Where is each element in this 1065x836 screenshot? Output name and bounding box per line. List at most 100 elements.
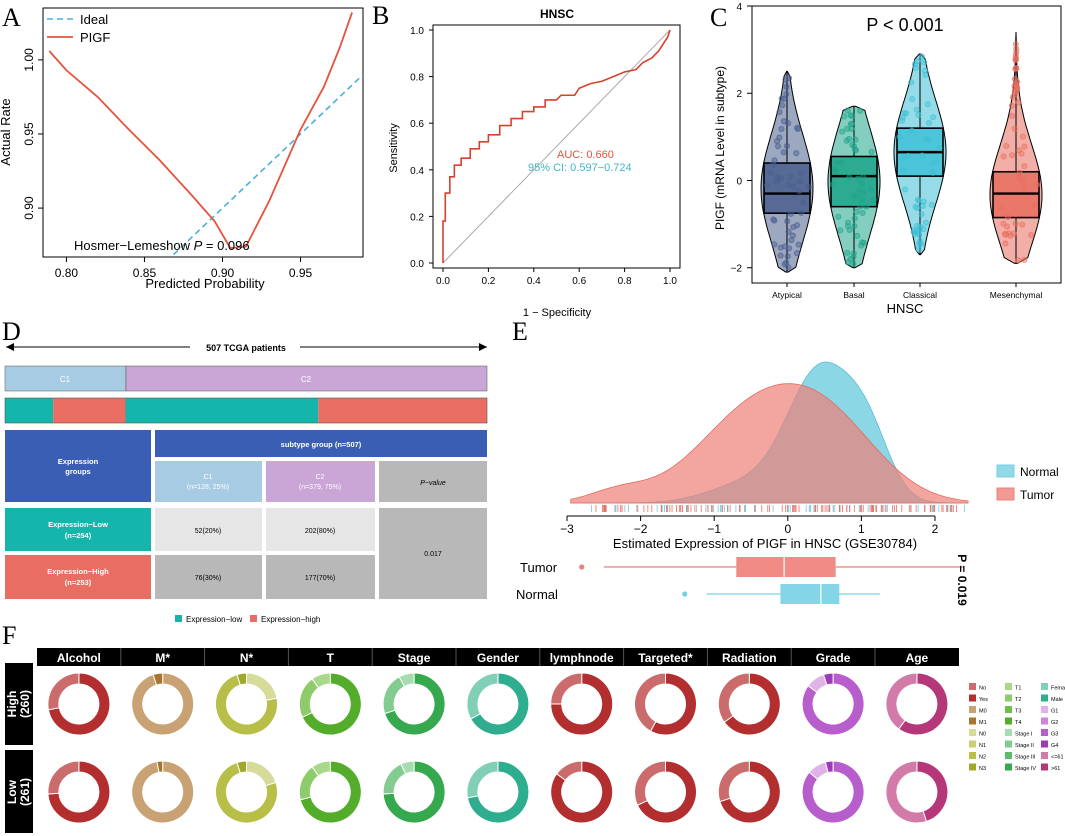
pvalue-e: P = 0.019 [955, 554, 969, 606]
donut-slice [383, 672, 446, 736]
banner-label: 507 TCGA patients [206, 343, 286, 353]
hosmer-p: P [194, 238, 203, 253]
donut-slice [47, 760, 80, 795]
donut-slice [215, 673, 278, 736]
expression-segment [318, 398, 487, 423]
header-strip [37, 648, 959, 666]
data-point [899, 155, 906, 162]
panel-label-d: D [2, 317, 21, 346]
plot-frame-c [751, 5, 1062, 284]
data-point [851, 222, 858, 230]
box-tumor [736, 557, 836, 577]
donut-slice [634, 672, 666, 732]
low-row-head [5, 508, 151, 551]
data-point [1031, 201, 1038, 209]
y-tick-label-a: 0.95 [22, 122, 36, 146]
column-header: lymphnode [550, 651, 614, 665]
y-tick-label-b: 0.2 [410, 212, 424, 223]
x-tick-label-e: −2 [634, 522, 648, 536]
data-point [834, 159, 841, 166]
data-point [919, 152, 926, 159]
donut-legend: No Yes M0 M1 N0 N1 N2 N3 T1 T2 T3 T4 Stage I Stage II… [969, 683, 1065, 772]
donut-slice [246, 760, 277, 787]
high-c2: 177(70%) [305, 575, 335, 582]
legend-label: T3 [1015, 709, 1021, 715]
x-tick-label-b: 0.0 [436, 276, 450, 287]
donut-slice [550, 760, 614, 824]
column-header: Stage [398, 651, 431, 665]
panel-label-c: C [710, 3, 727, 32]
c2-head-cell [266, 461, 375, 502]
low-c2: 202(80%) [305, 528, 335, 535]
data-point [777, 252, 784, 259]
expr-groups-cell [5, 430, 151, 502]
data-point [1005, 230, 1012, 237]
data-point [851, 146, 859, 153]
data-point [783, 142, 791, 150]
data-point [831, 166, 838, 173]
high-l2: (n=253) [65, 578, 92, 587]
c1-head-l1: C1 [204, 474, 213, 481]
y-tick-label-a: 0.90 [22, 196, 36, 220]
data-point [858, 180, 865, 188]
pigf-line [48, 12, 353, 250]
data-point [918, 211, 925, 218]
data-point [1013, 48, 1020, 55]
panel-b: B HNSC 0.0 0.2 0.4 0.6 0.8 1.0 0.0 0.2 0.4 0.6 0.8… [372, 1, 681, 319]
donut-slice [723, 672, 781, 736]
plot-frame-a [42, 7, 364, 258]
data-point [841, 113, 848, 120]
legend-swatch [1005, 706, 1012, 713]
legend-label: T4 [1015, 720, 1021, 726]
data-point [847, 112, 854, 119]
y-tick-label-b: 1.0 [410, 26, 424, 37]
data-point [936, 144, 943, 151]
chart-title-c: P < 0.001 [866, 15, 943, 35]
legend-label: G3 [1051, 732, 1058, 738]
donut-slice [382, 760, 446, 824]
y-tick-label-b: 0.4 [410, 166, 424, 177]
donut-slice [636, 760, 697, 824]
expr-groups-l1: Expression [58, 457, 99, 466]
legend-swatch [969, 763, 976, 771]
data-point [783, 90, 790, 98]
x-tick-label-b: 0.6 [572, 276, 586, 287]
column-header: N* [240, 651, 254, 665]
high-c2-cell [266, 555, 375, 599]
panel-f: F Alcohol M* N* T Stage Gender lymphnode Target… [2, 621, 1065, 833]
data-point [770, 161, 777, 168]
banner-arrow-right-icon [479, 343, 487, 351]
low-c1-cell [155, 508, 262, 551]
data-point [795, 241, 802, 248]
donut-slice [215, 761, 278, 824]
data-point [1008, 152, 1016, 159]
c2-head-l2: (n=379, 75%) [299, 484, 341, 491]
pvalue-head: P−value [420, 480, 446, 487]
data-point [850, 250, 857, 257]
panel-e: E −3 −2 −1 0 1 2 Normal Tumor Estimated Expre… [512, 317, 1059, 606]
data-point [798, 170, 805, 177]
data-point [857, 107, 864, 114]
data-point [847, 120, 855, 128]
panel-label-b: B [372, 1, 389, 30]
data-point [867, 186, 874, 193]
x-axis-label-c: HNSC [887, 301, 924, 316]
data-point [844, 125, 851, 132]
donut-slice [246, 672, 278, 701]
banner-arrow-left-icon [6, 343, 14, 351]
x-tick-label-e: −3 [560, 522, 574, 536]
data-point [796, 187, 803, 195]
legend-label: N1 [979, 743, 986, 749]
violin-layer-c: −2 0 2 4 Atypical Basal Classical Mesenchymal [731, 2, 1043, 300]
y-axis-label-a: Actual Rate [0, 98, 13, 165]
data-point [1013, 83, 1020, 90]
legend-normal-swatch [996, 464, 1015, 478]
data-point [925, 136, 932, 144]
pvalue-head-cell [379, 461, 487, 502]
data-point [1012, 56, 1019, 63]
donut-slice [717, 760, 750, 803]
box-outlier [682, 591, 688, 597]
donut-slice [822, 672, 834, 686]
donut-slice [236, 672, 247, 686]
data-point [860, 239, 867, 247]
